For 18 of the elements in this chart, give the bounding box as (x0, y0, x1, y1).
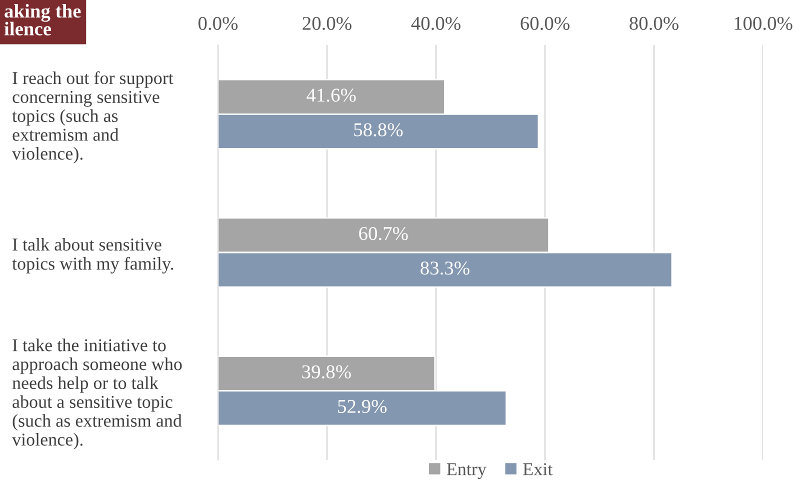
data-label: 52.9% (338, 400, 387, 414)
x-tick-label: 60.0% (520, 16, 570, 30)
legend-label: Exit (523, 463, 553, 476)
y-tick-label: I take the initiative to approach someone who needs help or to talk about a sensitive topic (such as extremism and violence). (12, 338, 182, 450)
y-tick-label: I talk about sensitive topics with my family. (12, 238, 174, 274)
x-tick-label: 80.0% (630, 16, 678, 30)
data-label: 83.3% (420, 262, 470, 275)
x-tick-label: 0.0% (198, 16, 238, 30)
x-tick-label: 100.0% (734, 16, 792, 30)
legend-label: Entry (446, 463, 486, 480)
text: aking the ilence (4, 4, 81, 36)
y-tick-label: I reach out for support concerning sensitive topics (such as extremism and violence). (12, 71, 174, 164)
data-label: 41.6% (306, 88, 356, 102)
x-tick-label: 40.0% (411, 16, 460, 30)
x-tick-label: 20.0% (302, 16, 352, 30)
data-label: 60.7% (359, 226, 408, 240)
data-label: 58.8% (354, 123, 403, 136)
data-label: 39.8% (302, 365, 351, 378)
